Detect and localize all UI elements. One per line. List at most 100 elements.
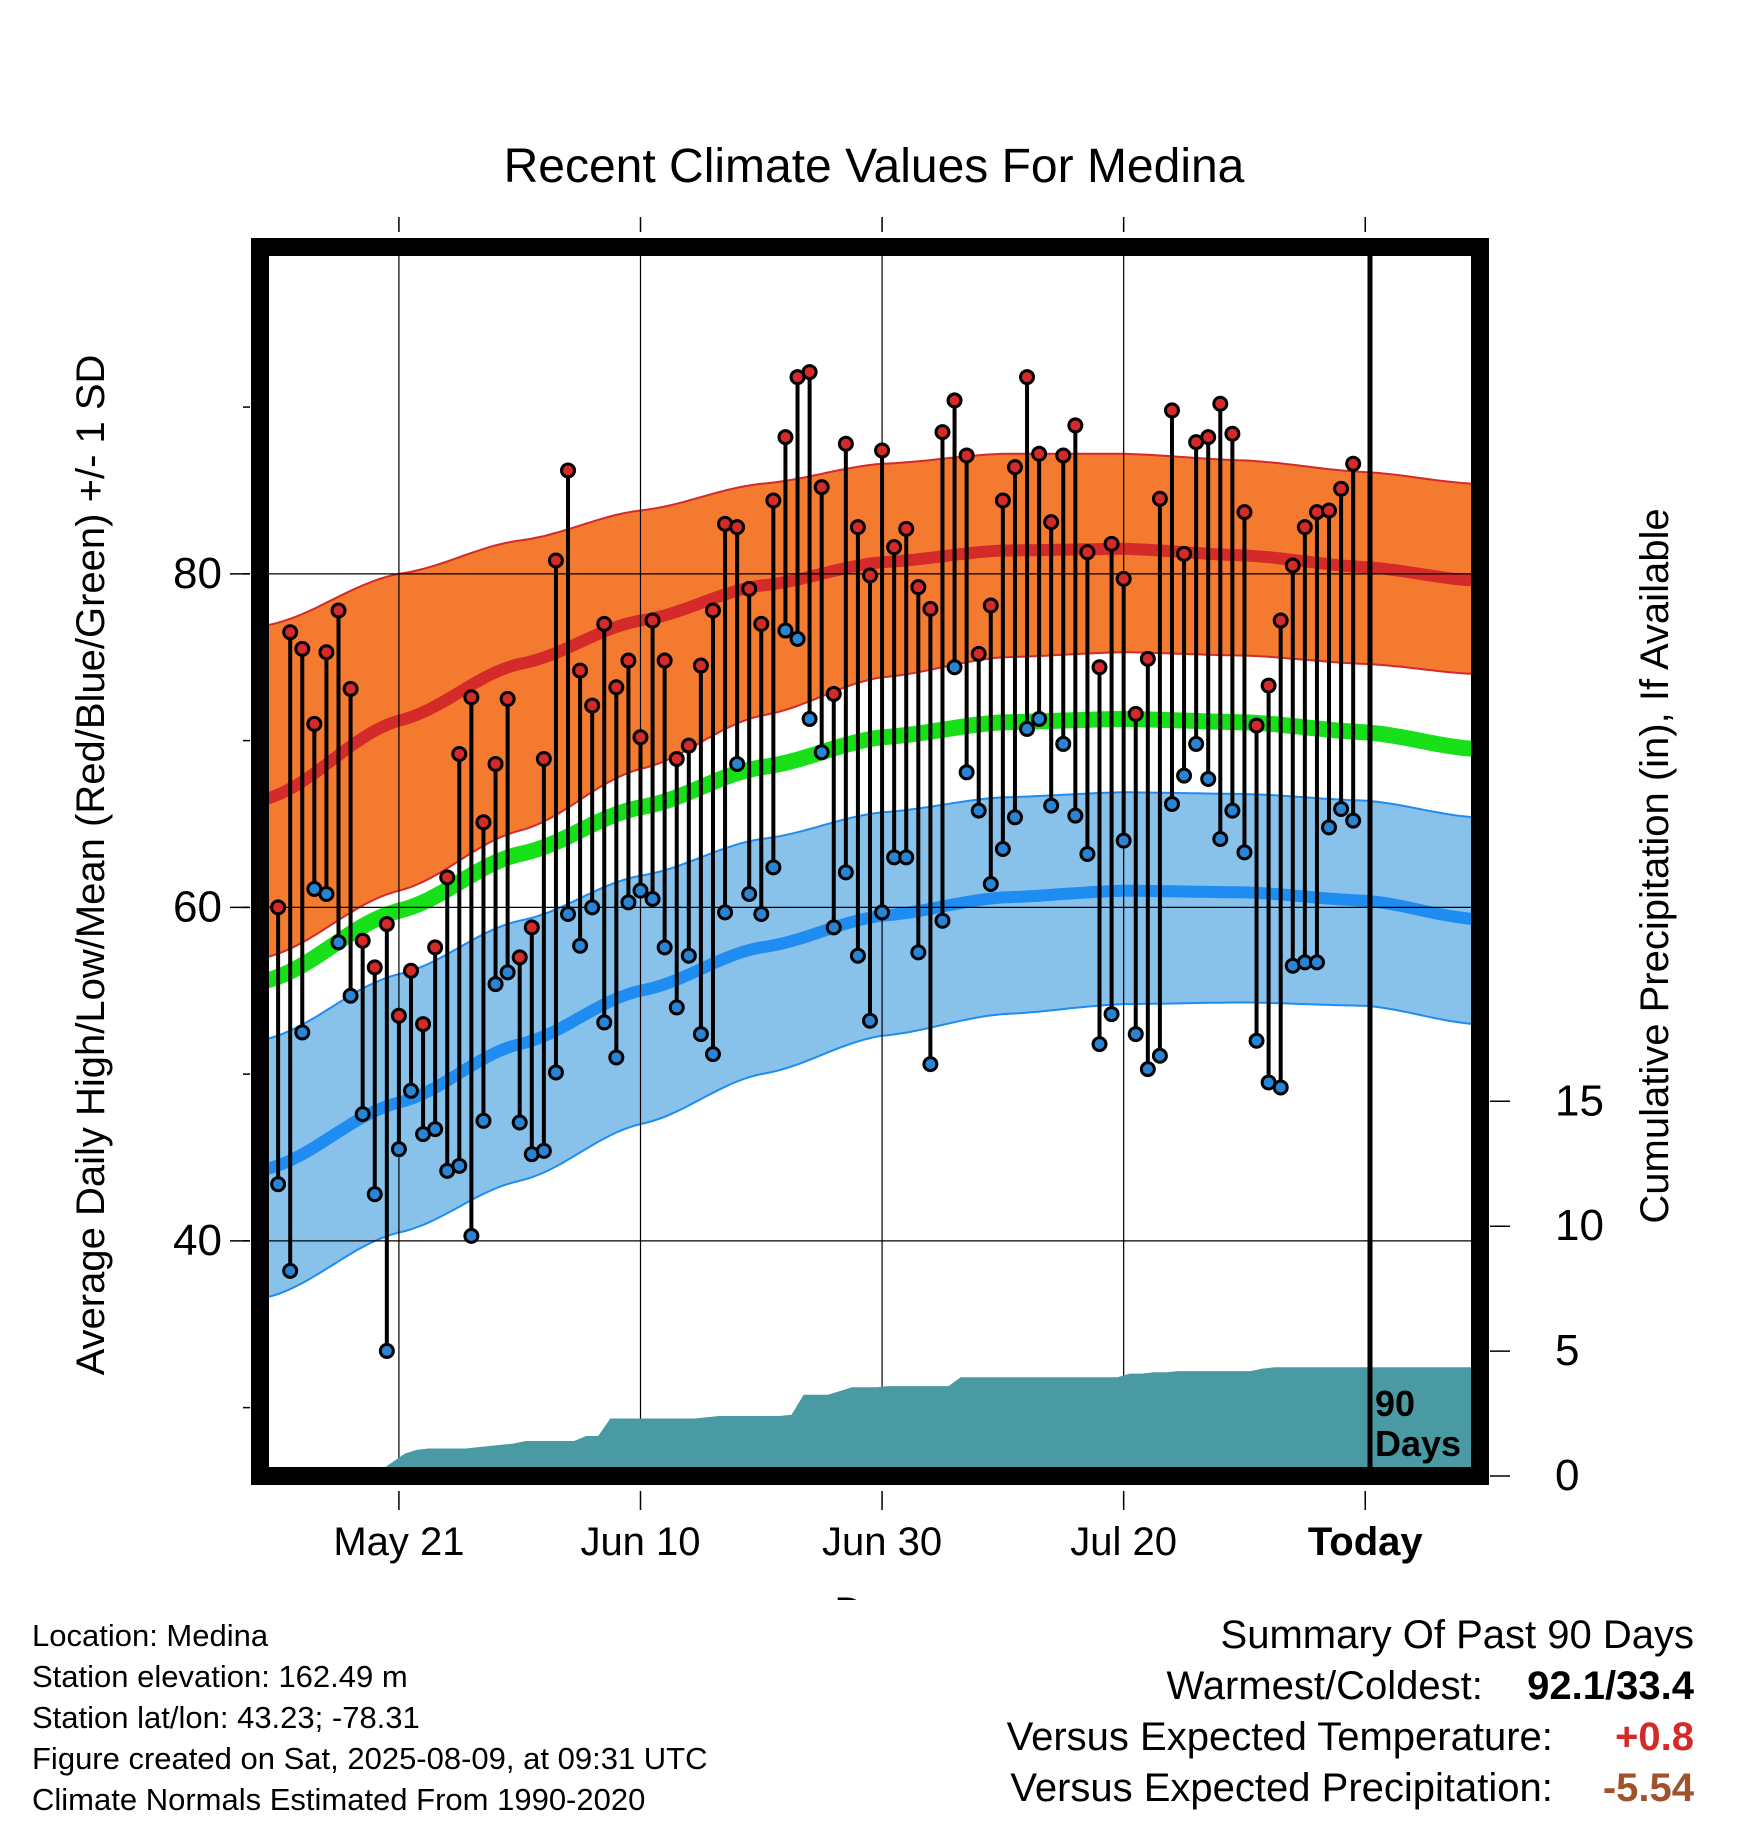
daily-low-point <box>608 1049 625 1066</box>
y-left-tick-label: 60 <box>173 882 222 931</box>
daily-low-point <box>1006 809 1023 826</box>
daily-high-point <box>282 624 299 641</box>
daily-low-point <box>1200 770 1217 787</box>
daily-high-point <box>499 690 516 707</box>
daily-low-point <box>1103 1006 1120 1023</box>
daily-low-point <box>1079 845 1096 862</box>
daily-low-point <box>1031 710 1048 727</box>
daily-low-point <box>994 840 1011 857</box>
temp-label: Versus Expected Temperature: <box>1006 1715 1553 1759</box>
daily-high-point <box>1272 612 1289 629</box>
daily-high-point <box>294 640 311 657</box>
daily-low-point <box>390 1141 407 1158</box>
daily-high-point <box>668 750 685 767</box>
y-axis-left-label: Average Daily High/Low/Mean (Red/Blue/Gr… <box>69 355 113 1376</box>
daily-high-point <box>729 519 746 536</box>
precip-value: -5.54 <box>1602 1766 1694 1810</box>
daily-low-point <box>1091 1036 1108 1053</box>
daily-high-point <box>656 652 673 669</box>
daily-high-point <box>1019 369 1036 386</box>
daily-high-point <box>1333 480 1350 497</box>
daily-high-point <box>1006 459 1023 476</box>
daily-low-point <box>535 1142 552 1159</box>
daily-high-point <box>1103 535 1120 552</box>
daily-high-point <box>415 1016 432 1033</box>
daily-high-point <box>402 962 419 979</box>
daily-low-point <box>1188 735 1205 752</box>
plot-area: 90 Days <box>251 238 1489 1485</box>
daily-high-point <box>970 645 987 662</box>
daily-high-point <box>1139 650 1156 667</box>
daily-high-point <box>644 612 661 629</box>
y-axis-right-label: Cumulative Precipitation (in), If Availa… <box>1633 508 1677 1223</box>
daily-low-point <box>717 904 734 921</box>
daily-high-point <box>849 519 866 536</box>
daily-low-point <box>463 1227 480 1244</box>
daily-high-point <box>825 685 842 702</box>
daily-high-point <box>874 442 891 459</box>
daily-high-point <box>463 689 480 706</box>
daily-low-point <box>765 859 782 876</box>
daily-low-point <box>1248 1032 1265 1049</box>
x-tick-label: May 21 <box>333 1520 464 1564</box>
daily-low-point <box>1308 954 1325 971</box>
daily-high-point <box>922 600 939 617</box>
daily-high-point <box>1079 544 1096 561</box>
daily-low-point <box>1019 720 1036 737</box>
daily-high-point <box>1248 717 1265 734</box>
daily-high-point <box>958 447 975 464</box>
daily-high-point <box>620 652 637 669</box>
daily-high-point <box>439 869 456 886</box>
daily-low-point <box>970 802 987 819</box>
daily-high-point <box>475 814 492 831</box>
daily-low-point <box>427 1121 444 1138</box>
daily-high-point <box>1163 402 1180 419</box>
daily-low-point <box>837 864 854 881</box>
daily-low-point <box>656 939 673 956</box>
daily-high-point <box>910 579 927 596</box>
daily-high-point <box>1031 445 1048 462</box>
daily-low-point <box>874 904 891 921</box>
daily-high-point <box>1200 429 1217 446</box>
daily-low-point <box>1151 1047 1168 1064</box>
daily-low-point <box>1224 802 1241 819</box>
daily-low-point <box>354 1106 371 1123</box>
precip-label: Versus Expected Precipitation: <box>1010 1766 1553 1810</box>
daily-low-point <box>1236 844 1253 861</box>
daily-low-point <box>680 947 697 964</box>
daily-high-point <box>487 755 504 772</box>
daily-low-point <box>862 1012 878 1029</box>
daily-high-point <box>366 959 383 976</box>
daily-low-point <box>1127 1026 1144 1043</box>
daily-low-point <box>499 964 516 981</box>
daily-low-point <box>729 755 746 772</box>
daily-high-point <box>632 729 649 746</box>
daily-low-point <box>378 1342 395 1359</box>
daily-low-point <box>342 987 359 1004</box>
summary-warm-cold: Warmest/Coldest: 92.1/33.4 <box>1007 1661 1695 1712</box>
daily-high-point <box>1236 504 1253 521</box>
daily-high-point <box>1176 545 1193 562</box>
daily-high-point <box>753 615 770 632</box>
y-right-tick-label: 5 <box>1555 1326 1579 1375</box>
daily-low-point <box>1345 812 1362 829</box>
daily-low-point <box>1321 819 1338 836</box>
daily-high-point <box>837 435 854 452</box>
daily-low-point <box>934 912 951 929</box>
daily-high-point <box>680 737 697 754</box>
daily-high-point <box>982 597 999 614</box>
daily-low-point <box>1176 767 1193 784</box>
created-text: Figure created on Sat, 2025-08-09, at 09… <box>32 1741 708 1776</box>
daily-low-point <box>330 934 347 951</box>
daily-high-point <box>1091 659 1108 676</box>
daily-low-point <box>1115 832 1132 849</box>
daily-low-point <box>668 999 685 1016</box>
daily-high-point <box>1321 502 1338 519</box>
daily-high-point <box>547 552 564 569</box>
daily-high-point <box>1115 570 1132 587</box>
daily-high-point <box>1151 490 1168 507</box>
daily-low-point <box>1139 1061 1156 1078</box>
daily-high-point <box>306 715 323 732</box>
daily-low-point <box>1055 735 1072 752</box>
daily-high-point <box>354 932 371 949</box>
